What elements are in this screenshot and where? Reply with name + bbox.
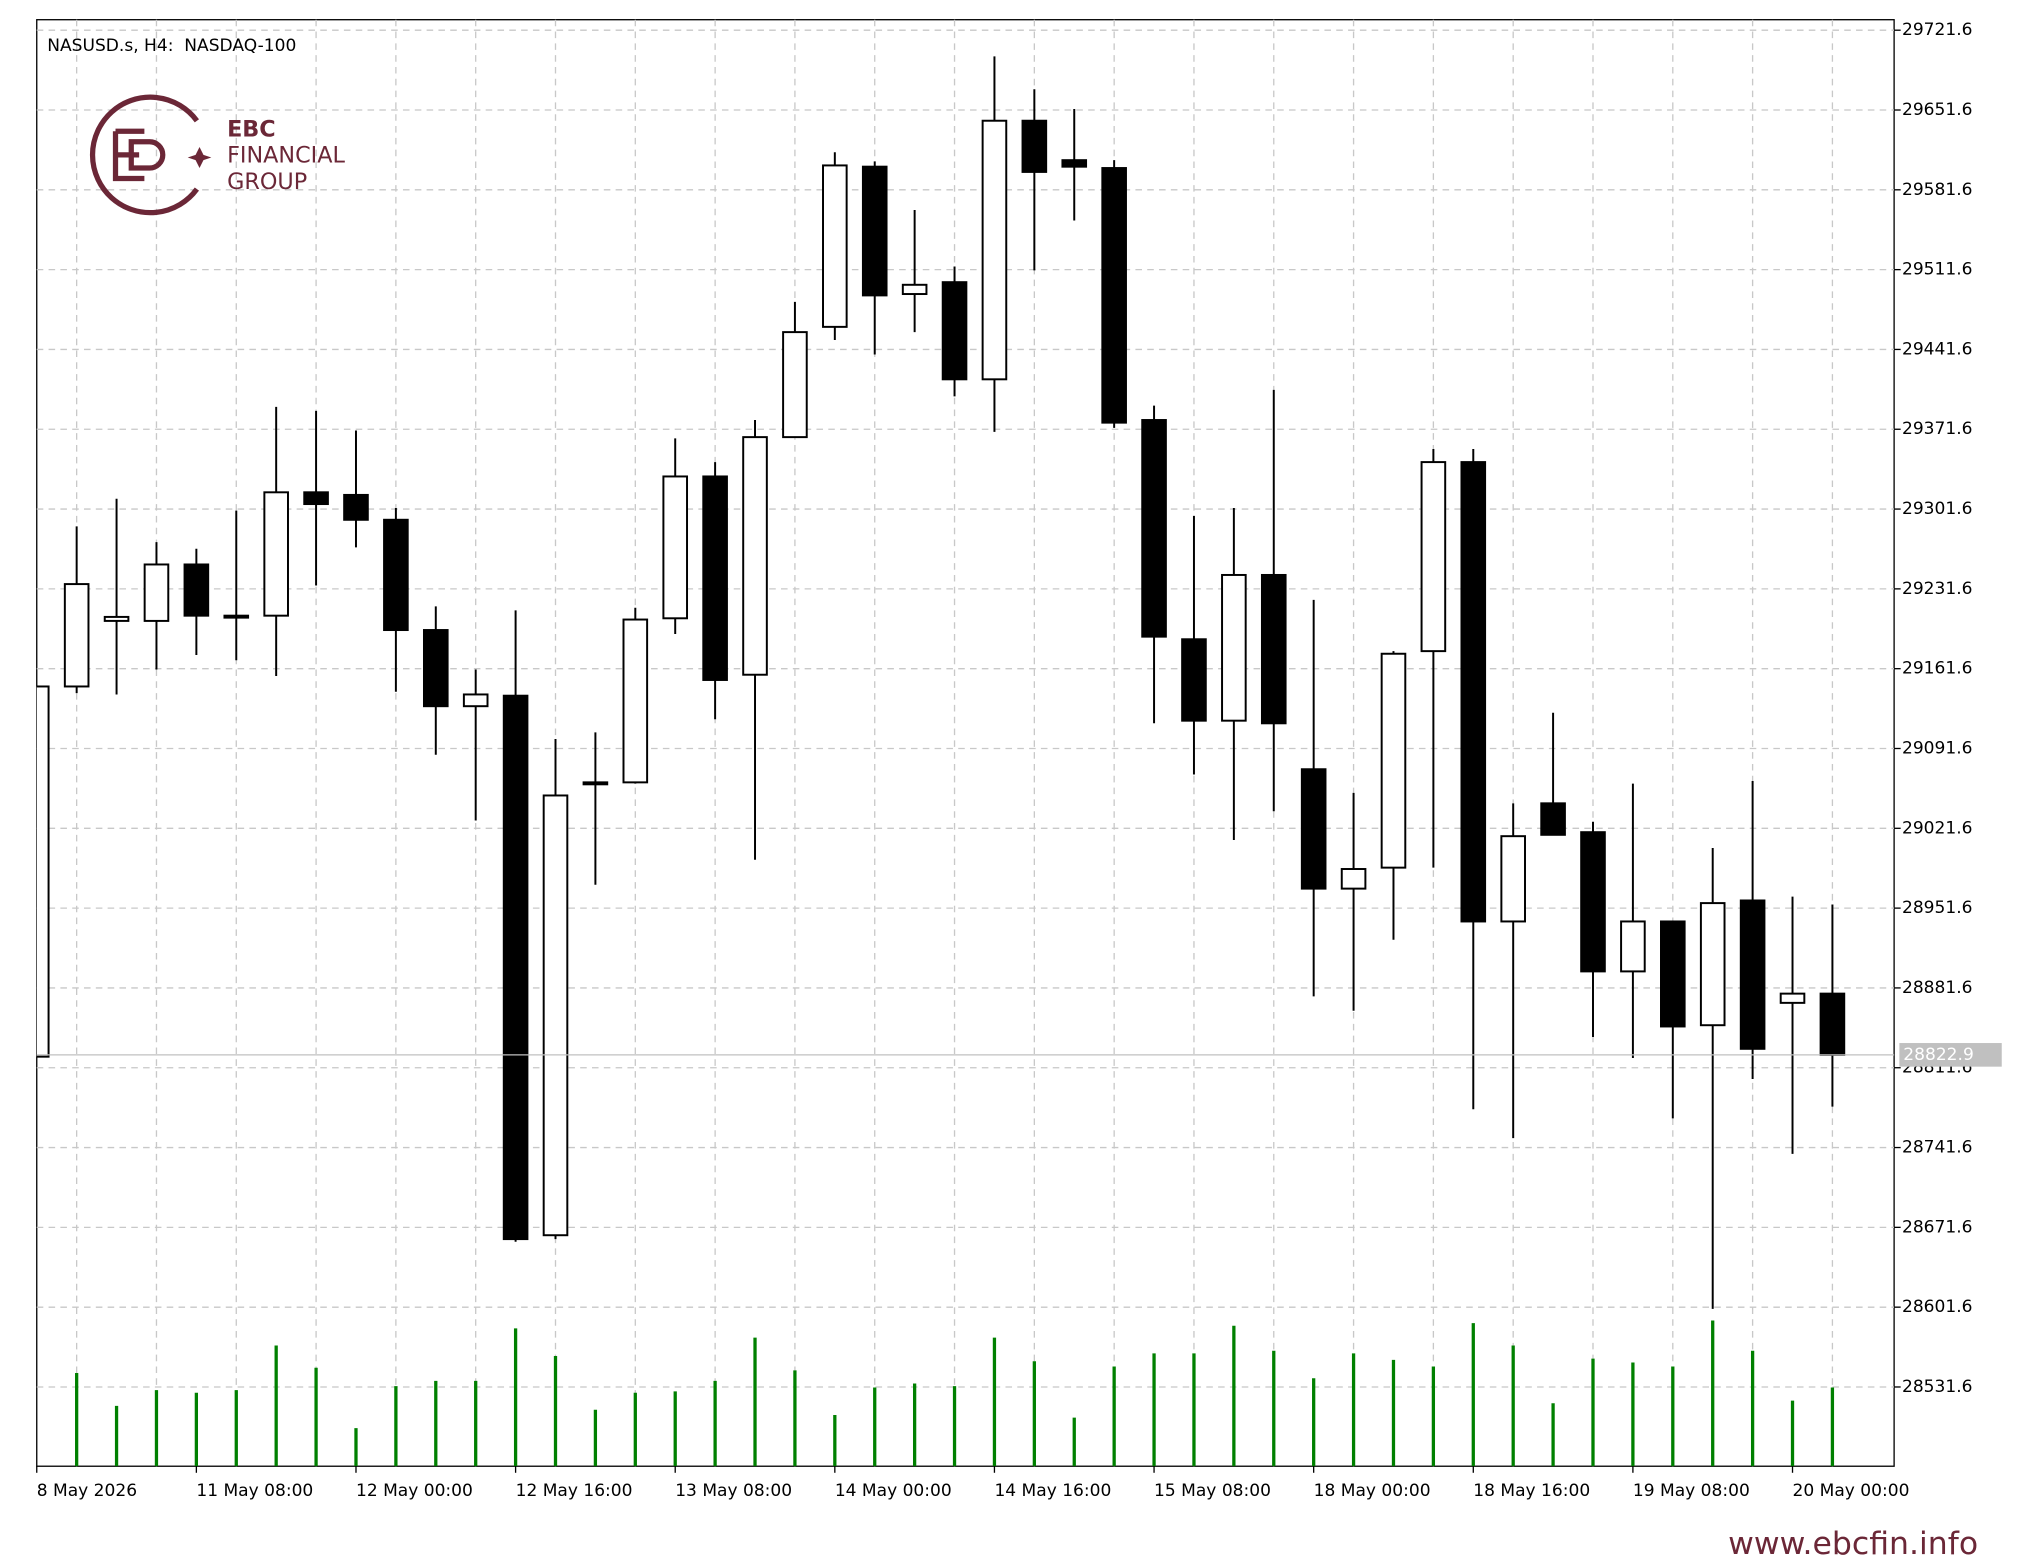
x-tick-label: 14 May 00:00 [835,1481,952,1501]
bull-body [462,693,489,708]
bear-body [1819,992,1846,1056]
y-tick-label: 29581.6 [1902,180,1973,200]
bull-body [981,119,1008,381]
bear-body [1101,167,1127,424]
y-tick-label: 29161.6 [1902,659,1973,679]
logo-text: FINANCIAL [227,143,345,169]
x-tick-label: 12 May 16:00 [516,1481,633,1501]
website-url: www.ebcfin.info [1728,1526,1978,1562]
bull-body [1699,902,1726,1027]
bull-body [1420,461,1447,653]
bear-body [343,493,369,521]
x-tick-label: 13 May 08:00 [675,1481,792,1501]
bear-body [1021,119,1048,173]
bear-body [502,694,529,1241]
bear-body [1300,768,1327,890]
bull-body [36,685,50,1058]
y-tick-label: 29441.6 [1902,339,1973,359]
x-tick-label: 12 May 00:00 [356,1481,473,1501]
last-price-label: 28822.9 [1903,1045,1974,1065]
x-tick-label: 11 May 08:00 [196,1481,313,1501]
y-tick-label: 29091.6 [1902,738,1973,758]
logo: EBC FINANCIAL GROUP [89,94,345,216]
bear-body [1061,159,1088,168]
y-tick-label: 29231.6 [1902,579,1973,599]
bear-body [183,563,210,617]
bear-body [1181,638,1207,722]
bull-body [63,583,90,688]
bear-body [1540,802,1566,836]
x-tick-label: 20 May 00:00 [1793,1481,1910,1501]
bull-body [223,614,250,619]
bull-body [1500,835,1526,923]
y-tick-label: 29651.6 [1902,100,1973,120]
bull-body [1340,868,1367,890]
bull-body [1380,652,1407,869]
marks [36,56,1846,1467]
y-tick-label: 28671.6 [1902,1217,1973,1237]
x-tick-label: 14 May 16:00 [994,1481,1111,1501]
bear-body [941,281,968,381]
y-tick-label: 28531.6 [1902,1377,1973,1397]
bull-body [742,436,768,676]
bull-body [1221,573,1247,722]
bear-body [383,518,409,632]
bear-body [702,475,728,681]
x-tick-label: 19 May 08:00 [1633,1481,1750,1501]
bear-body [1260,573,1287,725]
logo-mark [112,128,166,182]
logo-star [187,147,212,169]
last-price-box [1899,1043,2002,1067]
y-tick-label: 28881.6 [1902,978,1973,998]
bear-body [1141,419,1167,638]
x-tick-label: 8 May 2026 [37,1481,137,1501]
bull-body [662,475,689,620]
bear-body [1739,899,1766,1050]
y-tick-label: 29721.6 [1902,20,1973,40]
bull-body [622,618,649,784]
y-tick-label: 29021.6 [1902,818,1973,838]
bull-body [542,794,569,1237]
y-tick-label: 28601.6 [1902,1297,1973,1317]
bull-body [822,164,848,328]
horizontal-grid [36,29,1895,1388]
bear-body [1660,920,1686,1028]
bull-body [143,563,170,622]
bear-body [422,629,449,708]
y-tick-label: 29511.6 [1902,260,1973,280]
y-tick-label: 29301.6 [1902,499,1973,519]
logo-text: GROUP [227,169,307,195]
plot-frame [36,19,1895,1467]
bear-body [303,491,329,506]
bull-body [103,615,130,622]
bull-body [582,781,609,786]
bull-body [901,283,928,296]
x-tick-label: 18 May 16:00 [1473,1481,1590,1501]
y-tick-label: 28741.6 [1902,1138,1973,1158]
bull-body [782,331,808,439]
x-tick-label: 15 May 08:00 [1154,1481,1271,1501]
x-tick-label: 18 May 00:00 [1314,1481,1431,1501]
bull-body [263,491,289,617]
logo-ring [89,94,200,216]
bear-body [1580,831,1606,973]
bull-body [1779,992,1806,1004]
bear-body [861,165,888,297]
bear-body [1460,461,1487,923]
chart-title: NASUSD.s, H4: NASDAQ-100 [47,36,296,56]
y-tick-label: 28951.6 [1902,898,1973,918]
bull-body [1620,920,1646,973]
logo-text: EBC [227,116,276,142]
y-tick-label: 29371.6 [1902,419,1973,439]
